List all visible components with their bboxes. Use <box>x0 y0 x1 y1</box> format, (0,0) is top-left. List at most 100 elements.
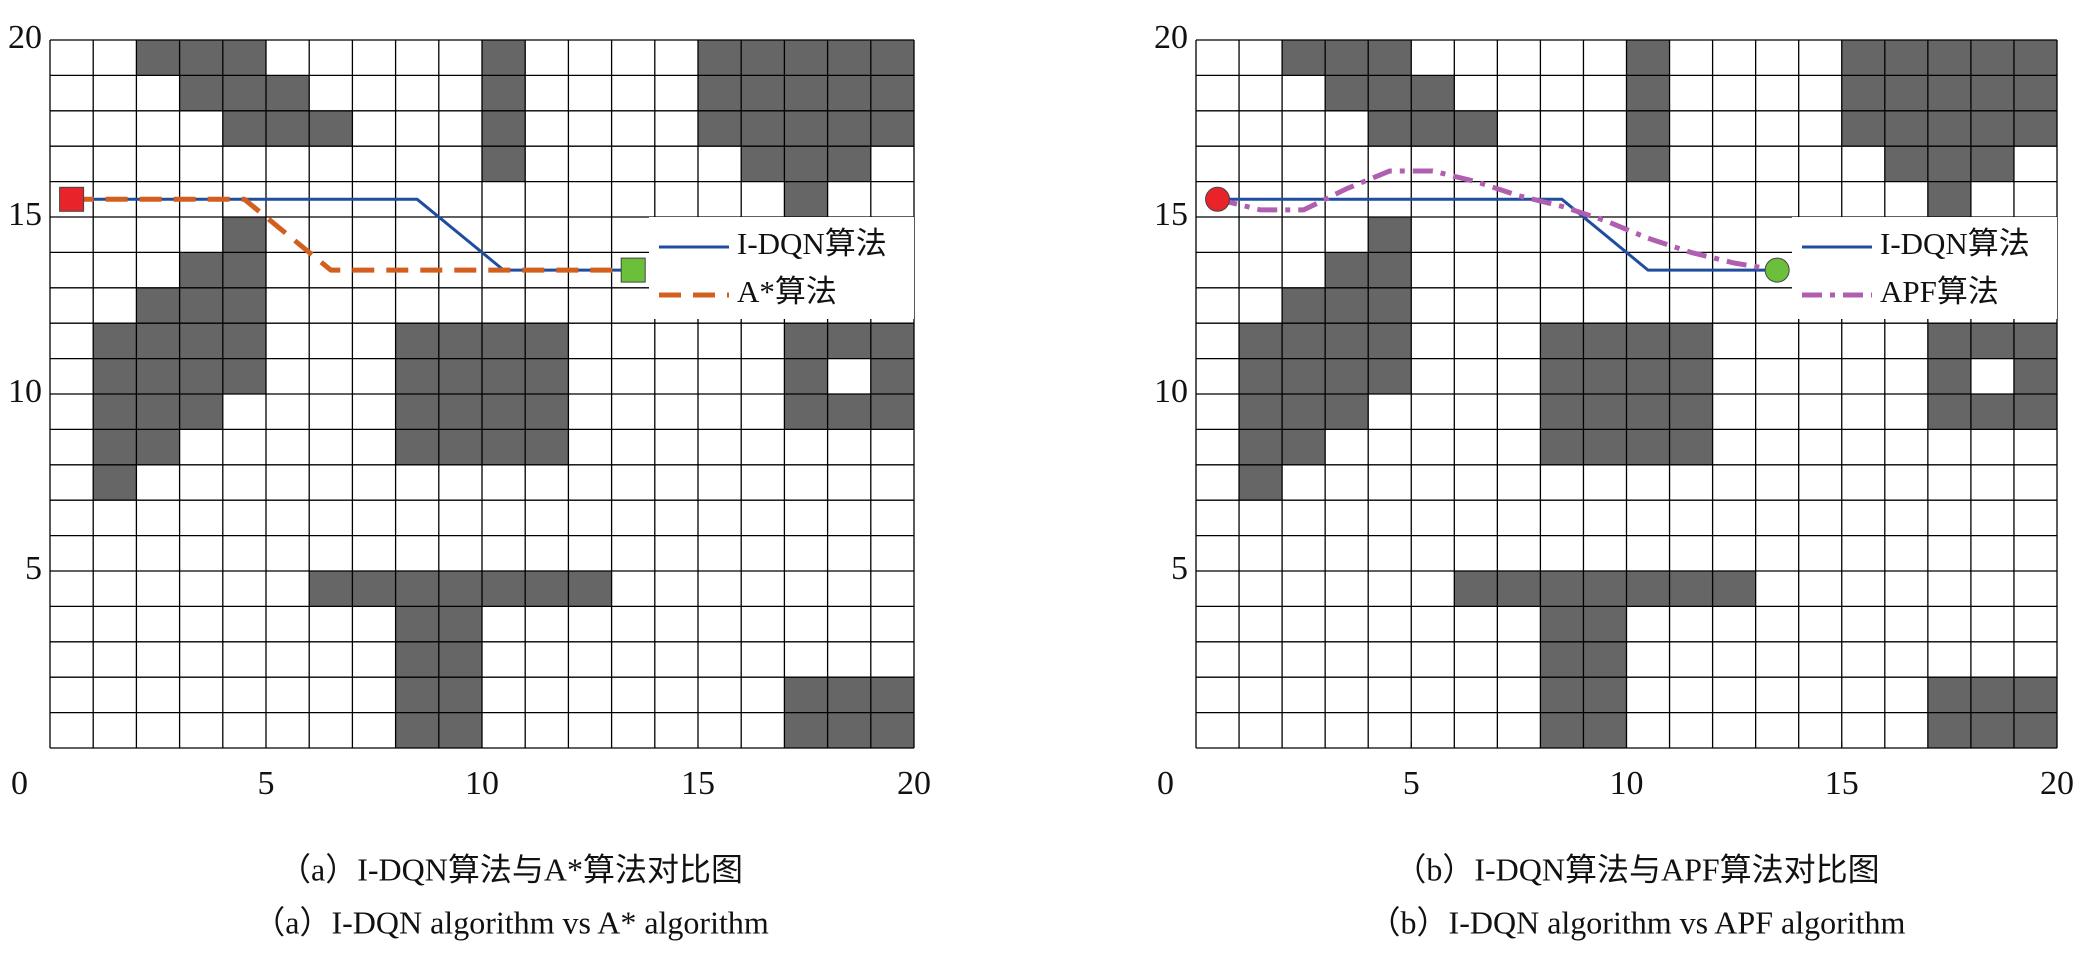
obstacle <box>179 252 223 288</box>
obstacle <box>1325 252 1369 288</box>
obstacle <box>525 358 569 394</box>
obstacle <box>93 323 137 359</box>
obstacle <box>525 323 569 359</box>
obstacle <box>438 712 482 748</box>
obstacle <box>1282 358 1326 394</box>
obstacle <box>1540 606 1584 642</box>
obstacle <box>179 287 223 324</box>
obstacle <box>568 571 612 607</box>
obstacle <box>1669 358 1713 394</box>
obstacle <box>1282 40 1326 76</box>
obstacle <box>525 429 569 465</box>
obstacle <box>1368 287 1412 324</box>
y-tick-label: 20 <box>8 19 42 56</box>
obstacle <box>525 394 569 430</box>
obstacle <box>827 394 871 430</box>
obstacle <box>1540 571 1584 607</box>
obstacle <box>698 40 742 76</box>
obstacle <box>1927 677 1971 713</box>
obstacle <box>222 110 266 147</box>
obstacle <box>1841 110 1885 147</box>
obstacle <box>1927 358 1971 394</box>
obstacle <box>1325 287 1369 324</box>
obstacle <box>222 323 266 359</box>
obstacle <box>179 358 223 394</box>
obstacle <box>1927 146 1971 182</box>
obstacle <box>309 571 353 607</box>
y-tick-label: 5 <box>25 550 42 587</box>
obstacle <box>395 394 439 430</box>
obstacle <box>136 429 180 465</box>
obstacle <box>1927 75 1971 111</box>
obstacle <box>1626 75 1670 111</box>
obstacle <box>136 40 180 76</box>
obstacle <box>784 75 828 111</box>
obstacle <box>1540 712 1584 748</box>
obstacle <box>1626 394 1670 430</box>
x-tick-label: 5 <box>1403 765 1420 802</box>
obstacle <box>482 394 526 430</box>
obstacle <box>438 429 482 465</box>
x-tick-label: 20 <box>897 765 931 802</box>
obstacle <box>1368 252 1412 288</box>
obstacle <box>222 252 266 288</box>
obstacle <box>2013 40 2057 76</box>
legend-box <box>1792 217 2057 319</box>
obstacle <box>698 75 742 111</box>
obstacle <box>1669 394 1713 430</box>
obstacle <box>1540 323 1584 359</box>
obstacle <box>1927 181 1971 217</box>
obstacle <box>438 677 482 713</box>
obstacle <box>1368 358 1412 394</box>
obstacle <box>1884 75 1928 111</box>
obstacle <box>1325 75 1369 111</box>
obstacle <box>395 358 439 394</box>
obstacle <box>1368 323 1412 359</box>
obstacle <box>2013 712 2057 748</box>
obstacle <box>2013 323 2057 359</box>
x-tick-label: 10 <box>465 765 499 802</box>
obstacle <box>482 571 526 607</box>
x-tick-label: 5 <box>258 765 275 802</box>
obstacle <box>395 677 439 713</box>
obstacle <box>827 75 871 111</box>
obstacle <box>1626 358 1670 394</box>
obstacle <box>525 571 569 607</box>
obstacle <box>1368 217 1412 253</box>
obstacle <box>1970 323 2014 359</box>
obstacle <box>1884 146 1928 182</box>
obstacle <box>2013 75 2057 111</box>
obstacle <box>1325 323 1369 359</box>
obstacle <box>309 110 353 147</box>
obstacle <box>1970 394 2014 430</box>
legend: I-DQN算法 APF算法 <box>1792 217 2057 319</box>
obstacle <box>395 712 439 748</box>
obstacle <box>1282 429 1326 465</box>
obstacle <box>827 146 871 182</box>
obstacle <box>827 712 871 748</box>
goal-marker <box>1764 257 1790 283</box>
obstacle <box>1540 429 1584 465</box>
obstacle <box>784 110 828 147</box>
obstacle <box>1927 40 1971 76</box>
obstacle <box>2013 677 2057 713</box>
obstacle <box>1239 394 1283 430</box>
obstacle <box>1282 394 1326 430</box>
obstacle <box>179 40 223 76</box>
obstacle <box>1239 358 1283 394</box>
caption: （b）I-DQN algorithm vs APF algorithm <box>1369 904 1906 940</box>
obstacle <box>1583 429 1627 465</box>
obstacle <box>870 677 914 713</box>
obstacle <box>827 110 871 147</box>
x-tick-label: 15 <box>681 765 715 802</box>
caption: （b）I-DQN算法与APF算法对比图 <box>1394 851 1879 887</box>
obstacle <box>93 358 137 394</box>
obstacle <box>2013 394 2057 430</box>
path-line <box>1216 168 1778 273</box>
caption: （a）I-DQN算法与A*算法对比图 <box>279 851 743 887</box>
obstacle <box>1282 287 1326 324</box>
obstacle <box>1927 394 1971 430</box>
obstacle <box>741 40 785 76</box>
